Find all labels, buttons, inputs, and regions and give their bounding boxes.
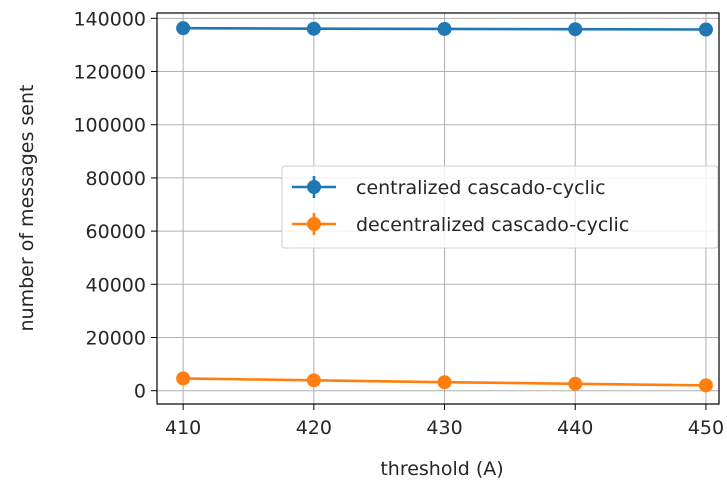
data-point	[306, 373, 321, 388]
data-point	[568, 22, 583, 37]
data-point	[698, 22, 713, 37]
x-tick-label: 430	[426, 417, 462, 439]
legend-label: decentralized cascado-cyclic	[356, 214, 629, 236]
series-layer	[176, 21, 713, 393]
x-tick-label: 440	[557, 417, 593, 439]
legend-marker	[307, 217, 321, 231]
data-point	[568, 376, 583, 391]
x-tick-label: 420	[296, 417, 332, 439]
x-tick-label: 450	[688, 417, 724, 439]
y-tick-label: 140000	[73, 8, 146, 30]
data-point	[698, 378, 713, 393]
ticks: 410 420 430 440 450 0 20000 40000 60000 80000 1000…	[73, 8, 724, 439]
y-tick-label: 60000	[86, 221, 146, 243]
y-tick-label: 0	[134, 381, 146, 403]
y-tick-label: 120000	[73, 62, 146, 84]
data-point	[176, 371, 191, 386]
data-point	[437, 21, 452, 36]
data-point	[306, 21, 321, 36]
plot-frame	[156, 12, 720, 405]
data-point	[176, 21, 191, 36]
y-tick-label: 20000	[86, 328, 146, 350]
x-tick-label: 410	[165, 417, 201, 439]
legend-marker	[307, 180, 321, 194]
legend-box	[281, 165, 719, 249]
data-point	[437, 375, 452, 390]
legend-label: centralized cascado-cyclic	[356, 177, 606, 199]
y-tick-label: 100000	[73, 115, 146, 137]
y-tick-label: 40000	[86, 274, 146, 296]
y-tick-label: 80000	[86, 168, 146, 190]
legend: centralized cascado-cyclic decentralized …	[281, 165, 719, 249]
x-axis-label: threshold (A)	[380, 458, 503, 480]
y-axis-label: number of messages sent	[16, 85, 38, 332]
